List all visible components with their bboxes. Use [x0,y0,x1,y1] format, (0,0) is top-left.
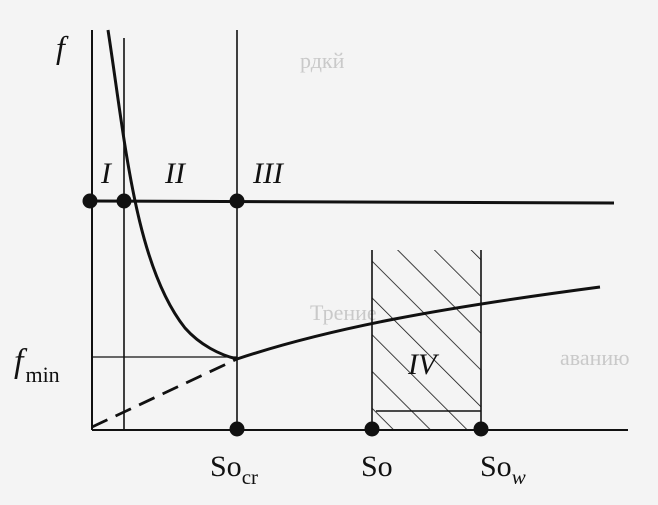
rising-friction-curve [236,285,601,361]
x-label-so: So [361,450,393,483]
background-bleed-text-2: Трение [310,300,377,325]
falling-friction-curve [106,29,238,361]
region-iv-hatched-area [372,250,481,430]
region-label-iv: IV [407,348,440,381]
region-label-iii: III [252,157,285,190]
upper-horizontal-line [89,199,615,205]
f-min-label: fmin [14,343,60,387]
background-bleed-text-1: рдкй [300,48,345,73]
dashed-extrapolation-line [91,357,238,429]
point-so [364,421,380,437]
region-label-i: I [100,157,113,190]
point-boundary-i-ii [116,193,132,209]
x-label-so-w: Sow [480,450,526,489]
point-so-cr [229,421,245,437]
region-label-ii: II [164,157,187,190]
background-bleed-text-3: аванию [560,345,630,370]
y-axis-label: f [56,29,69,65]
x-label-so-cr: Socr [210,450,258,489]
point-boundary-ii-iii [229,193,245,209]
point-so-w [473,421,489,437]
point-f-axis-top [82,193,98,209]
